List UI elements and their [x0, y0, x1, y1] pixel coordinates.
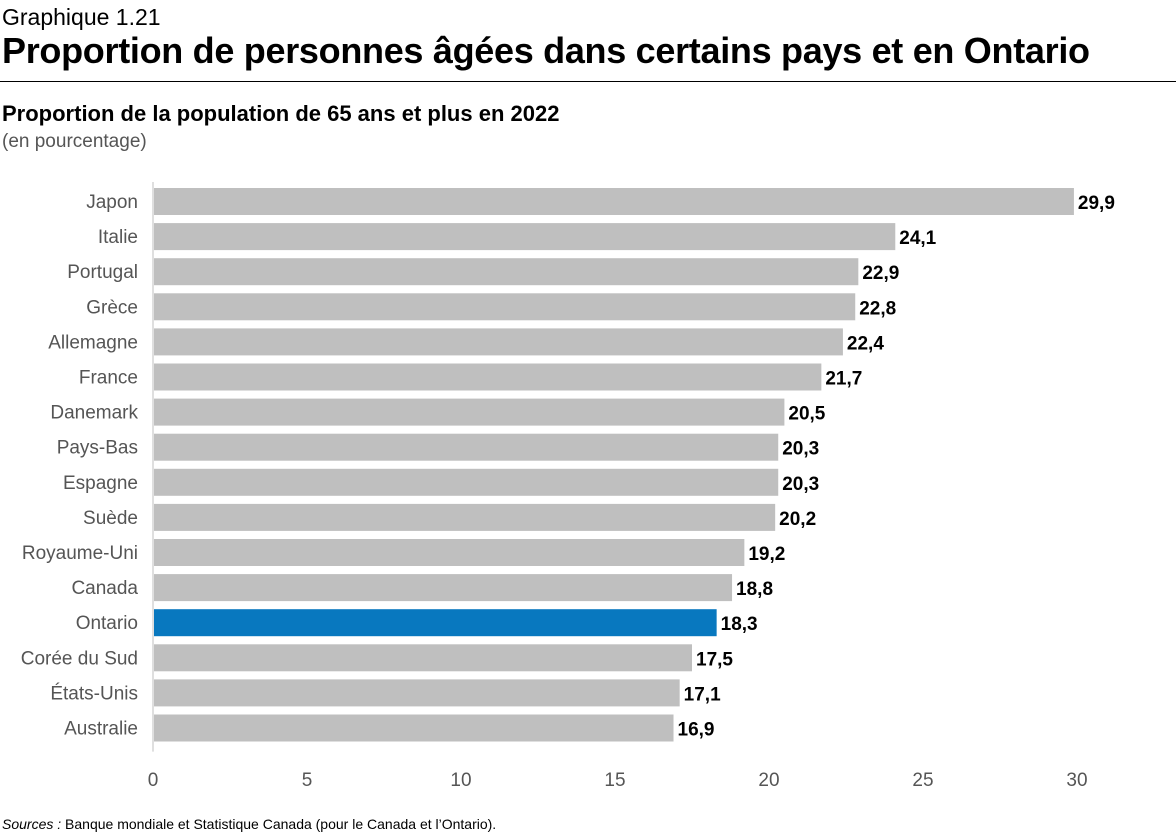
category-label-15: Australie — [64, 719, 138, 740]
value-label-0: 29,9 — [1078, 193, 1115, 214]
value-label-6: 20,5 — [788, 404, 825, 425]
source-note: Sources : Banque mondiale et Statistique… — [2, 816, 496, 832]
category-label-0: Japon — [86, 192, 138, 213]
value-label-9: 20,2 — [779, 509, 816, 530]
value-label-10: 19,2 — [748, 544, 785, 565]
chart-title: Proportion de la population de 65 ans et… — [2, 101, 560, 126]
value-label-3: 22,8 — [859, 298, 896, 319]
category-label-9: Suède — [83, 508, 138, 529]
x-tick-label-1: 5 — [302, 770, 313, 791]
x-tick-label-4: 20 — [758, 770, 779, 791]
category-label-1: Italie — [98, 227, 138, 248]
category-label-12: Ontario — [76, 613, 138, 634]
x-tick-label-6: 30 — [1066, 770, 1087, 791]
bar-7 — [154, 433, 779, 461]
bar-11 — [154, 574, 733, 602]
bar-13 — [154, 644, 692, 672]
value-label-8: 20,3 — [782, 474, 819, 495]
bar-3 — [154, 293, 856, 321]
bar-1 — [154, 223, 896, 251]
value-label-5: 21,7 — [825, 369, 862, 390]
value-label-7: 20,3 — [782, 439, 819, 460]
source-text: Banque mondiale et Statistique Canada (p… — [61, 816, 497, 832]
category-label-4: Allemagne — [48, 332, 138, 353]
bar-4 — [154, 328, 843, 356]
value-label-13: 17,5 — [696, 649, 733, 670]
category-label-8: Espagne — [63, 473, 138, 494]
value-label-2: 22,9 — [862, 263, 899, 284]
value-label-15: 16,9 — [678, 720, 715, 741]
chart-unit-label: (en pourcentage) — [2, 131, 147, 152]
bar-8 — [154, 468, 779, 496]
x-tick-label-3: 15 — [604, 770, 625, 791]
bar-10 — [154, 539, 745, 566]
bar-6 — [154, 398, 785, 426]
bar-5 — [154, 363, 822, 391]
value-label-12: 18,3 — [721, 614, 758, 635]
page-title: Proportion de personnes âgées dans certa… — [2, 30, 1090, 71]
bar-15 — [154, 714, 674, 742]
category-label-14: États-Unis — [50, 683, 138, 704]
value-label-14: 17,1 — [684, 684, 721, 705]
source-label: Sources : — [2, 816, 62, 832]
title-divider — [0, 81, 1176, 82]
category-label-6: Danemark — [50, 403, 138, 424]
graph-number: Graphique 1.21 — [2, 4, 161, 30]
category-label-13: Corée du Sud — [21, 648, 138, 669]
x-tick-label-2: 10 — [450, 770, 471, 791]
bar-14 — [154, 679, 680, 707]
value-label-1: 24,1 — [899, 228, 936, 249]
bar-9 — [154, 503, 776, 531]
value-label-11: 18,8 — [736, 579, 773, 600]
bar-12 — [154, 609, 717, 637]
category-label-5: France — [79, 368, 138, 389]
category-label-3: Grèce — [86, 297, 138, 318]
category-label-11: Canada — [71, 578, 138, 599]
value-label-4: 22,4 — [847, 333, 884, 354]
bar-0 — [154, 188, 1074, 215]
x-tick-label-0: 0 — [148, 770, 159, 791]
category-label-10: Royaume-Uni — [22, 543, 138, 564]
x-tick-label-5: 25 — [912, 770, 933, 791]
category-label-2: Portugal — [67, 262, 138, 283]
category-label-7: Pays-Bas — [57, 438, 138, 459]
bar-2 — [154, 258, 859, 286]
bar-chart: Japon 29,9 Italie 24,1 Portugal 22,9 Grèce 22,8… — [21, 182, 1115, 791]
